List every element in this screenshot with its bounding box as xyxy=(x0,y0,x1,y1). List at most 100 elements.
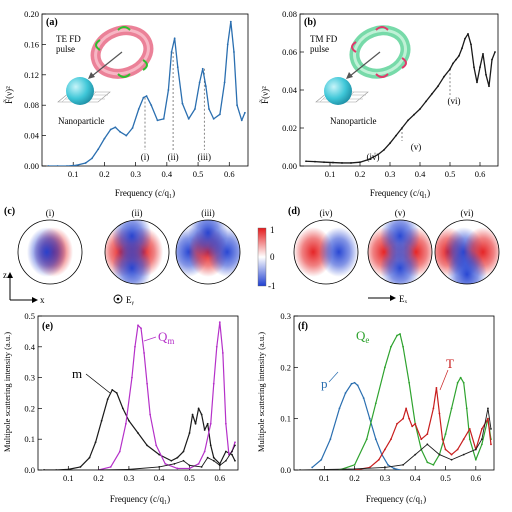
y-tick-label: 0.04 xyxy=(282,85,298,95)
field-map-disc xyxy=(435,220,499,284)
data-point-te-spectrum xyxy=(201,67,204,70)
data-point-m xyxy=(212,456,215,459)
panel-e: (e) 0.00.10.20.30.40.5 0.1 0.2 0.3 0.4 0.5 0.… xyxy=(2,311,239,504)
y-tick-label: 0.2 xyxy=(24,403,35,413)
data-point-tm-spectrum xyxy=(437,85,439,88)
data-point-te-spectrum xyxy=(47,165,50,166)
data-point-Qm xyxy=(124,422,127,425)
data-point-Qm xyxy=(203,450,206,453)
data-point-m xyxy=(191,413,194,416)
panel-f-plot xyxy=(299,333,492,470)
data-point-Qe xyxy=(365,438,368,441)
data-point-T xyxy=(396,422,398,425)
data-point-Qm xyxy=(137,324,139,327)
label-Qe: Qe xyxy=(356,328,369,345)
y-tick-label: 0.0 xyxy=(24,465,35,475)
panel-f-y-ticks: 0.0 0.1 0.2 0.3 xyxy=(280,311,298,475)
data-point-tm-spectrum xyxy=(473,66,475,69)
data-point-tm-spectrum xyxy=(494,51,496,53)
tm-pulse-label-line2: pulse xyxy=(310,44,329,54)
field-map-disc xyxy=(294,220,358,284)
y-tick-label: 0.5 xyxy=(24,311,35,321)
panel-b-plot xyxy=(305,33,496,164)
colorbar-gradient xyxy=(257,227,267,287)
ey-label: Eᵧ xyxy=(126,295,134,306)
data-point-tm-spectrum xyxy=(461,47,463,50)
data-point-tm-spectrum xyxy=(452,62,454,65)
data-point-te-spectrum xyxy=(114,126,117,129)
data-point-other xyxy=(480,438,483,441)
panel-f-xlabel: Frequency (c/q₁) xyxy=(366,494,426,504)
data-point-Qm xyxy=(134,345,136,348)
field-map-disc xyxy=(368,220,432,284)
data-point-te-spectrum xyxy=(125,134,128,137)
data-point-tm-spectrum xyxy=(470,43,472,46)
panel-e-y-ticks: 0.0 0.1 0.2 0.3 0.4 0.5 xyxy=(24,311,42,475)
data-point-Qe xyxy=(459,376,462,379)
x-tick-label: 0.4 xyxy=(154,473,165,483)
series-line-p xyxy=(311,382,401,470)
data-point-T xyxy=(468,428,471,430)
panel-a-xlabel: Frequency (c/q₁) xyxy=(115,188,175,198)
tm-field-loop-icon xyxy=(375,73,389,78)
data-point-T xyxy=(426,433,429,435)
data-point-Qe xyxy=(402,345,404,348)
data-point-Qe xyxy=(384,366,386,369)
resonance-marker-label: (ii) xyxy=(168,152,179,162)
y-tick-label: 0.3 xyxy=(280,311,291,321)
data-point-T xyxy=(414,422,417,425)
data-point-m xyxy=(231,453,233,456)
series-line-other xyxy=(44,445,236,470)
panel-d-tag: (d) xyxy=(288,206,300,217)
data-point-T xyxy=(384,448,386,451)
data-point-other xyxy=(402,463,404,466)
colorbar-max-label: 1 xyxy=(270,225,275,235)
data-point-m xyxy=(182,450,185,453)
data-point-te-spectrum xyxy=(226,43,229,46)
tm-field-loop-icon xyxy=(351,41,357,53)
data-point-Qm xyxy=(221,352,224,354)
y-tick-label: 0.08 xyxy=(24,100,39,110)
nanoparticle-sphere-icon xyxy=(66,77,94,105)
data-point-tm-spectrum xyxy=(350,162,352,164)
data-point-Qm xyxy=(109,466,112,468)
y-tick-label: 0.1 xyxy=(280,414,291,424)
panel-e-frame xyxy=(37,315,239,471)
data-point-m xyxy=(188,432,191,434)
data-point-m xyxy=(158,453,161,456)
x-tick-label: 0.1 xyxy=(325,169,336,179)
data-point-other xyxy=(490,428,492,430)
data-point-other xyxy=(173,462,176,465)
resonance-marker-label: (i) xyxy=(141,152,150,162)
data-point-te-spectrum xyxy=(194,108,196,110)
te-arrowhead-icon xyxy=(88,72,95,79)
tm-field-loop-icon xyxy=(375,26,389,31)
data-point-m xyxy=(137,432,139,434)
data-point-p xyxy=(362,397,365,400)
data-point-Qm xyxy=(218,321,221,324)
data-point-Qm xyxy=(164,462,167,465)
x-tick-label: 0.5 xyxy=(193,169,204,179)
data-point-te-spectrum xyxy=(223,81,226,84)
colorbar-min-label: -1 xyxy=(268,281,276,291)
data-point-te-spectrum xyxy=(131,127,134,129)
data-point-m xyxy=(121,407,124,410)
data-point-T xyxy=(487,417,489,420)
data-point-te-spectrum xyxy=(204,85,207,88)
data-point-te-spectrum xyxy=(142,96,145,99)
y-tick-label: 0.2 xyxy=(280,362,291,372)
x-tick-label: 0.2 xyxy=(355,169,366,179)
panel-e-xlabel: Frequency (c/q₁) xyxy=(110,494,170,504)
data-point-T xyxy=(450,453,453,456)
x-tick-label: 0.5 xyxy=(445,169,456,179)
data-point-p xyxy=(320,458,323,461)
colorbar-mid-label: 0 xyxy=(270,252,275,262)
data-point-tm-spectrum xyxy=(323,161,325,164)
data-point-T xyxy=(377,458,380,461)
p-pointer xyxy=(328,371,339,383)
data-point-other xyxy=(438,453,441,456)
field-map-outline xyxy=(367,219,433,285)
panel-a-markers: (i) (ii) (iii) xyxy=(141,52,211,162)
data-point-other xyxy=(206,456,209,459)
data-point-tm-spectrum xyxy=(476,81,478,84)
